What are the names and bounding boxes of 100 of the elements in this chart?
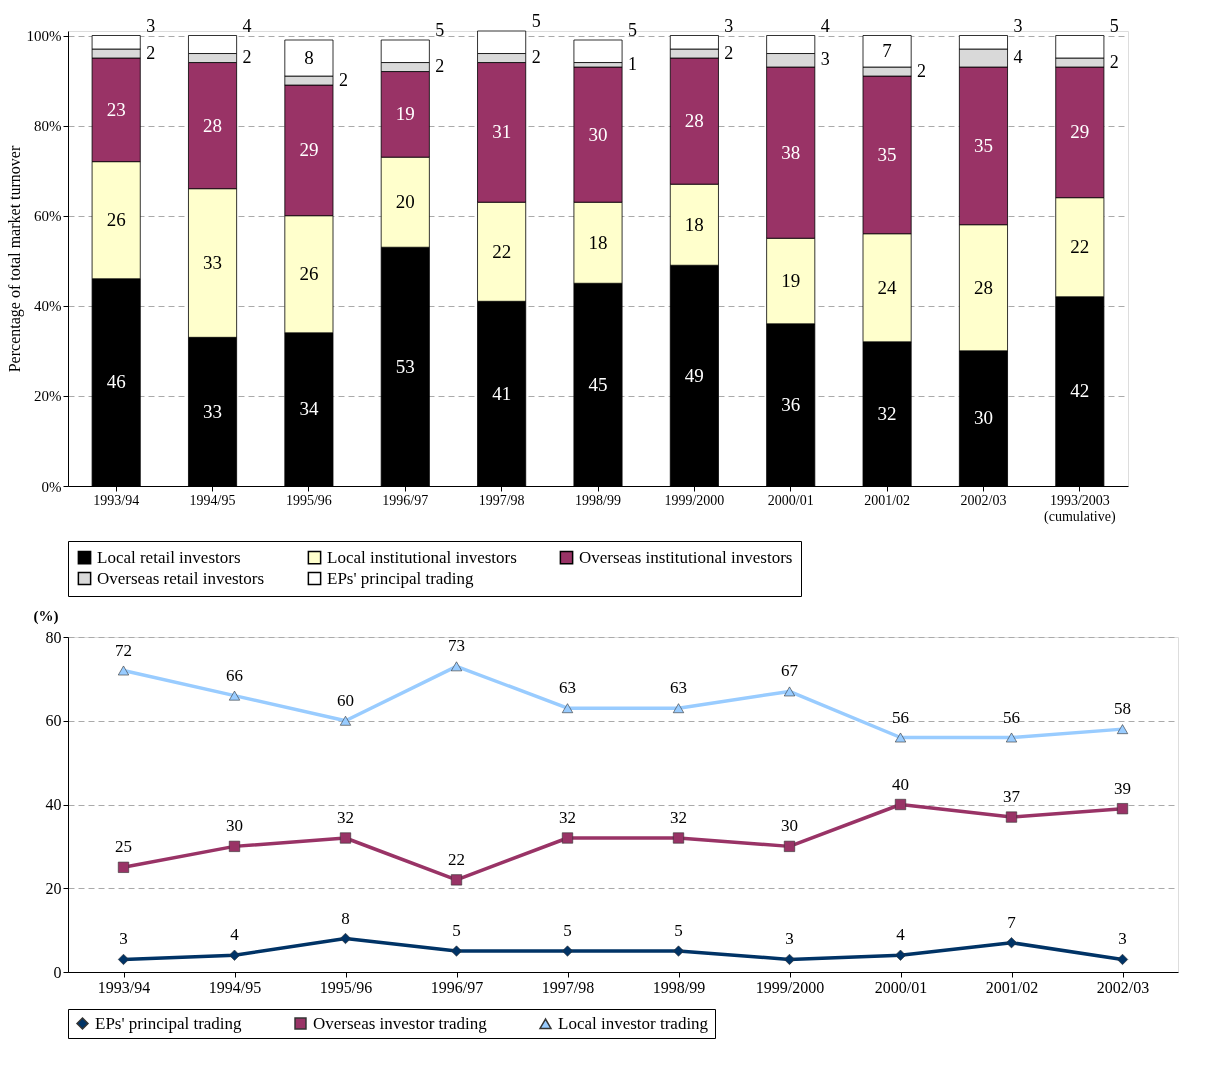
y-tick-label: 40% — [34, 298, 62, 315]
data-label: 18 — [588, 231, 608, 253]
data-label: 63 — [670, 678, 687, 698]
data-label: 36 — [781, 393, 801, 415]
data-label: 66 — [226, 665, 243, 685]
data-label: 42 — [1070, 380, 1090, 402]
data-label: 2 — [724, 42, 734, 63]
x-tick-label: 1995/96 — [319, 978, 373, 996]
data-label: 58 — [1114, 699, 1131, 719]
data-label: 2 — [917, 60, 927, 81]
data-label: 24 — [877, 276, 898, 298]
data-label: 2 — [146, 42, 156, 63]
point — [339, 832, 352, 844]
data-label: 33 — [203, 400, 223, 422]
data-label: 4 — [230, 925, 240, 945]
point — [228, 840, 241, 852]
x-tick-label: 1993/94 — [93, 492, 140, 508]
data-label: 30 — [226, 816, 243, 836]
y-tick-label: 80 — [45, 628, 62, 646]
x-tick-label: 2002/03 — [960, 492, 1007, 508]
point — [228, 690, 241, 701]
point — [1005, 937, 1018, 949]
data-label: 4 — [1013, 47, 1023, 68]
data-label: 7 — [1007, 912, 1017, 932]
data-label: 5 — [563, 921, 572, 941]
data-label: 30 — [973, 407, 993, 429]
point — [783, 840, 796, 852]
x-tick-label: 2000/01 — [767, 492, 814, 508]
data-label: 72 — [115, 640, 132, 660]
legend-label: Overseas retail investors — [97, 568, 265, 588]
data-label: 38 — [781, 141, 801, 163]
x-tick-label: 1997/98 — [478, 492, 525, 508]
data-label: 5 — [674, 921, 683, 941]
y-axis-title: (%) — [33, 607, 59, 625]
data-label: 2 — [338, 69, 348, 90]
data-label: 22 — [492, 240, 512, 262]
data-label: 25 — [115, 837, 132, 857]
data-label: 28 — [684, 110, 704, 132]
data-label: 2 — [1109, 51, 1119, 72]
point — [672, 832, 685, 844]
x-tick-label: 1999/2000 — [664, 492, 725, 508]
point — [561, 703, 574, 714]
data-label: 28 — [973, 276, 993, 298]
point — [561, 832, 574, 844]
data-label: 63 — [559, 678, 576, 698]
data-label: 56 — [1003, 707, 1020, 727]
data-label: 46 — [106, 371, 126, 393]
data-label: 67 — [781, 661, 799, 681]
data-label: 33 — [203, 252, 223, 273]
x-tick-label: 1993/2003 (cumulative) — [1044, 492, 1116, 525]
point — [228, 949, 241, 961]
data-label: 5 — [452, 921, 461, 941]
data-label: 7 — [882, 40, 892, 62]
data-label: 32 — [337, 808, 354, 827]
point — [783, 953, 796, 965]
x-tick-label: 2000/01 — [874, 978, 928, 996]
data-label: 3 — [119, 929, 128, 949]
y-tick-label: 20 — [45, 879, 62, 897]
point — [672, 945, 685, 957]
data-label: 35 — [973, 134, 993, 156]
data-label: 29 — [1070, 121, 1090, 143]
data-label: 4 — [820, 15, 830, 36]
data-label: 3 — [820, 49, 830, 70]
point — [1116, 724, 1129, 734]
y-tick-label: 40 — [45, 796, 62, 813]
point — [339, 715, 352, 726]
y-tick-label: 20% — [34, 388, 62, 405]
x-tick-label: 1999/2000 — [755, 978, 825, 996]
legend-label: EPs' principal trading — [327, 568, 475, 588]
x-tick-label: 2002/03 — [1096, 978, 1150, 996]
data-label: 22 — [1070, 236, 1090, 258]
data-label: 32 — [559, 808, 576, 827]
y-tick-label: 80% — [34, 118, 62, 135]
x-tick-label: 2001/02 — [985, 978, 1039, 996]
data-label: 34 — [299, 398, 319, 420]
data-label: 32 — [670, 808, 687, 827]
data-label: 2 — [531, 47, 541, 68]
data-label: 3 — [1118, 929, 1127, 949]
data-label: 60 — [337, 690, 354, 710]
data-label: 40 — [892, 774, 909, 794]
data-label: 35 — [877, 143, 897, 165]
data-label: 5 — [1109, 15, 1119, 36]
data-label: 31 — [492, 121, 512, 143]
data-label: 28 — [203, 114, 223, 136]
data-label: 29 — [299, 139, 319, 161]
x-tick-label: 1997/98 — [541, 978, 595, 996]
data-label: 5 — [531, 11, 541, 31]
point — [117, 665, 130, 676]
data-label: 26 — [299, 263, 319, 285]
x-tick-label: 1996/97 — [430, 978, 484, 996]
y-tick-label: 100% — [26, 28, 62, 44]
y-tick-label: 0 — [53, 963, 62, 981]
x-tick-label: 1998/99 — [575, 492, 621, 508]
data-label: 8 — [341, 908, 350, 928]
data-label: 8 — [304, 47, 314, 69]
data-label: 39 — [1114, 778, 1131, 798]
data-label: 3 — [785, 929, 794, 949]
data-label: 73 — [448, 636, 465, 656]
y-tick-label: 0% — [41, 478, 62, 495]
data-label: 19 — [395, 103, 415, 125]
